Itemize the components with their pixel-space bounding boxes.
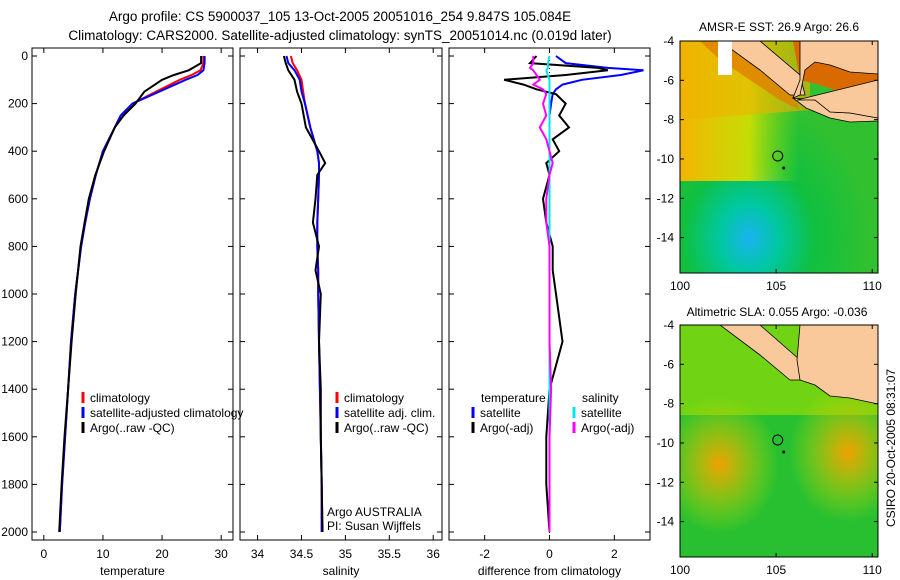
series-line-temperature-satellite xyxy=(548,55,644,532)
map-y-tick-label: -14 xyxy=(657,231,675,245)
x-tick-label: 0 xyxy=(546,547,553,561)
sla-map-frame xyxy=(679,324,879,558)
x-tick-label: 36 xyxy=(427,547,441,561)
legend-label: climatology xyxy=(344,391,404,405)
argo-position-marker xyxy=(772,434,784,446)
series-line-salinity-argo-adj- xyxy=(528,56,554,532)
legend-label: climatology xyxy=(90,391,150,405)
y-tick-label: 800 xyxy=(8,239,28,253)
x-axis-label: difference from climatology xyxy=(478,564,621,578)
y-tick-label: 0 xyxy=(21,49,28,63)
legend-label: Argo(-adj) xyxy=(581,421,634,435)
x-axis-label: temperature xyxy=(100,564,165,578)
x-tick-label: 35.5 xyxy=(378,547,402,561)
x-tick-label: 30 xyxy=(214,547,228,561)
land-java-north xyxy=(796,79,878,119)
land-sumatra xyxy=(719,41,806,96)
csiro-timestamp: CSIRO 20-Oct-2005 08:31:07 xyxy=(884,369,898,527)
map-y-tick-label: -12 xyxy=(657,475,675,489)
map-y-tick-label: -6 xyxy=(663,73,674,87)
legend-label: satellite adj. clim. xyxy=(344,406,435,420)
series-line-argo-raw-qc- xyxy=(282,55,327,533)
y-tick-label: 1200 xyxy=(1,335,28,349)
sla-map: Altimetric SLA: 0.055 Argo: -0.036 100 10… xyxy=(657,305,882,577)
map-y-tick-label: -4 xyxy=(663,318,674,332)
land-java xyxy=(796,325,878,405)
sst-map: AMSR-E SST: 26.9 Argo: 26.6 100 105 110 -4 -… xyxy=(657,20,882,293)
x-tick-label: 10 xyxy=(96,547,110,561)
map-x-tick-label: 100 xyxy=(670,563,690,577)
sst-map-title: AMSR-E SST: 26.9 Argo: 26.6 xyxy=(699,20,859,34)
map-x-tick-label: 110 xyxy=(863,279,882,293)
y-tick-label: 1800 xyxy=(1,477,28,491)
map-y-tick-label: -14 xyxy=(657,515,675,529)
profile-panel-2: 34 34.5 35 35.5 36 salinity climatologysatelli… xyxy=(239,47,443,578)
sla-map-title: Altimetric SLA: 0.055 Argo: -0.036 xyxy=(687,305,868,319)
argo-position-marker xyxy=(772,150,784,162)
map-y-tick-label: -8 xyxy=(663,397,674,411)
island-marker xyxy=(782,450,786,454)
y-tick-label: 1600 xyxy=(1,430,28,444)
map-x-tick-label: 110 xyxy=(863,563,882,577)
annotation-text: PI: Susan Wijffels xyxy=(327,519,421,533)
x-tick-label: 2 xyxy=(611,547,618,561)
x-tick-label: 34.5 xyxy=(290,547,314,561)
x-tick-label: 34 xyxy=(251,547,265,561)
land-borneo xyxy=(792,41,878,99)
map-x-tick-label: 100 xyxy=(670,279,690,293)
map-y-tick-label: -6 xyxy=(663,357,674,371)
y-tick-label: 1400 xyxy=(1,382,28,396)
legend-label: Argo(..raw -QC) xyxy=(90,421,175,435)
y-tick-label: 2000 xyxy=(1,525,28,539)
legend-label: Argo(-adj) xyxy=(480,421,533,435)
y-tick-label: 400 xyxy=(8,144,28,158)
map-x-tick-label: 105 xyxy=(766,563,786,577)
map-y-tick-label: -10 xyxy=(657,152,675,166)
map-y-tick-label: -12 xyxy=(657,191,675,205)
legend-label: Argo(..raw -QC) xyxy=(344,421,429,435)
panel-frame xyxy=(239,47,443,541)
y-tick-label: 1000 xyxy=(1,287,28,301)
x-tick-label: 20 xyxy=(155,547,169,561)
island-marker xyxy=(782,166,786,170)
series-line-temperature-argo-adj- xyxy=(503,55,609,533)
map-y-tick-label: -8 xyxy=(663,113,674,127)
x-tick-label: 35 xyxy=(339,547,353,561)
profile-panel-3: -2 0 2 difference from climatology temperatu… xyxy=(448,47,651,578)
title-line-1: Argo profile: CS 5900037_105 13-Oct-2005… xyxy=(109,9,571,24)
y-tick-label: 600 xyxy=(8,192,28,206)
map-x-tick-label: 105 xyxy=(766,279,786,293)
y-tick-label: 200 xyxy=(8,97,28,111)
legend-label: satellite-adjusted climatology xyxy=(90,406,243,420)
x-tick-label: 0 xyxy=(40,547,47,561)
legend-header-temperature: temperature xyxy=(481,391,546,405)
title-line-2: Climatology: CARS2000. Satellite-adjuste… xyxy=(68,28,611,43)
annotation-text: Argo AUSTRALIA xyxy=(327,505,422,519)
sst-missing-data xyxy=(718,41,732,75)
series-line-satellite-adj-clim- xyxy=(285,55,323,532)
legend-header-salinity: salinity xyxy=(582,391,619,405)
sst-map-frame xyxy=(679,40,879,274)
x-tick-label: -2 xyxy=(479,547,490,561)
map-y-tick-label: -4 xyxy=(663,34,674,48)
legend-label: satellite xyxy=(581,406,622,420)
map-y-tick-label: -10 xyxy=(657,436,675,450)
series-line-climatology xyxy=(58,56,205,533)
series-line-argo-raw-qc- xyxy=(58,56,203,533)
x-axis-label: salinity xyxy=(323,564,360,578)
series-line-satellite-adjusted-climatology xyxy=(58,56,206,533)
legend-label: satellite xyxy=(480,406,521,420)
profile-panel-1: 0 10 20 30 temperature 0 200 400 600 800 1000 1200 1… xyxy=(1,47,243,578)
